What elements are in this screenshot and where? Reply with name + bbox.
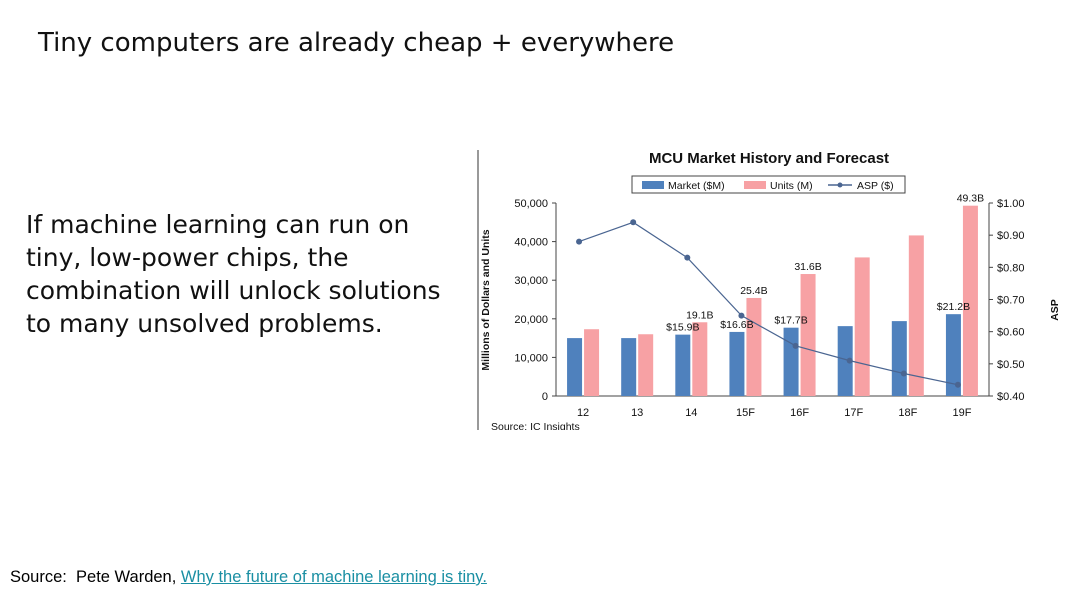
chart-bars bbox=[567, 205, 978, 396]
bar-units bbox=[638, 334, 654, 396]
x-tick-label: 18F bbox=[898, 407, 917, 419]
bar-units bbox=[746, 297, 762, 396]
body-text: If machine learning can run on tiny, low… bbox=[26, 210, 441, 338]
legend-label-market: Market ($M) bbox=[668, 180, 725, 192]
bar-market bbox=[783, 327, 799, 396]
bar-units-label: 19.1B bbox=[686, 309, 713, 321]
bar-units bbox=[800, 274, 816, 396]
legend-label-asp: ASP ($) bbox=[857, 180, 894, 192]
y2-tick-label: $0.40 bbox=[997, 391, 1025, 403]
bar-units bbox=[692, 322, 708, 396]
y2-tick-label: $0.50 bbox=[997, 359, 1025, 371]
y2-tick-label: $0.60 bbox=[997, 327, 1025, 339]
bar-market bbox=[621, 338, 637, 396]
bar-units-label: 25.4B bbox=[740, 285, 767, 297]
bar-market-label: $16.6B bbox=[720, 319, 753, 331]
chart-data-labels: $15.9B $16.6B $17.7B $21.2B 19.1B 25.4B 31.6B 4… bbox=[666, 193, 984, 334]
x-tick-label: 15F bbox=[736, 407, 755, 419]
y-tick-label: 10,000 bbox=[514, 352, 548, 364]
asp-point bbox=[684, 254, 691, 261]
asp-point bbox=[576, 238, 583, 245]
bar-market bbox=[729, 331, 745, 396]
bar-market bbox=[837, 326, 853, 396]
slide-title: Tiny computers are already cheap + every… bbox=[38, 28, 675, 58]
y2-tick-label: $1.00 bbox=[997, 198, 1025, 210]
legend-label-units: Units (M) bbox=[770, 180, 813, 192]
x-tick-label: 13 bbox=[631, 407, 643, 419]
bar-units-label: 49.3B bbox=[957, 193, 984, 205]
chart-asp-line bbox=[576, 219, 961, 388]
x-tick-label: 19F bbox=[952, 407, 971, 419]
legend-marker-asp bbox=[837, 182, 843, 188]
x-tick-label: 16F bbox=[790, 407, 809, 419]
y-axis-label: Millions of Dollars and Units bbox=[480, 229, 492, 370]
chart-source-note: Source: IC Insights bbox=[491, 421, 580, 430]
chart-title: MCU Market History and Forecast bbox=[649, 150, 889, 167]
y-tick-label: 40,000 bbox=[514, 237, 548, 249]
bar-market bbox=[675, 334, 691, 396]
y2-tick-label: $0.80 bbox=[997, 262, 1025, 274]
source-link[interactable]: Why the future of machine learning is ti… bbox=[180, 568, 487, 586]
bar-units bbox=[962, 205, 978, 396]
chart-svg: MCU Market History and Forecast Market (… bbox=[477, 150, 1061, 430]
y-tick-label: 0 bbox=[542, 391, 548, 403]
chart-legend: Market ($M) Units (M) ASP ($) bbox=[631, 175, 906, 194]
y-tick-label: 50,000 bbox=[514, 198, 548, 210]
legend-box bbox=[631, 175, 906, 194]
bar-market bbox=[567, 338, 583, 396]
y2-tick-label: $0.90 bbox=[997, 230, 1025, 242]
source-prefix: Source: Pete Warden, bbox=[10, 568, 181, 586]
x-tick-label: 17F bbox=[844, 407, 863, 419]
y-tick-label: 30,000 bbox=[514, 275, 548, 287]
asp-point bbox=[738, 312, 745, 319]
x-tick-label: 12 bbox=[577, 407, 589, 419]
mcu-chart: MCU Market History and Forecast Market (… bbox=[470, 140, 1070, 430]
bar-units-label: 31.6B bbox=[794, 261, 821, 273]
legend-swatch-units bbox=[744, 181, 766, 189]
y2-tick-label: $0.70 bbox=[997, 295, 1025, 307]
x-tick-label: 14 bbox=[685, 407, 697, 419]
bar-units bbox=[908, 235, 924, 396]
asp-point bbox=[954, 381, 961, 388]
bar-market bbox=[945, 314, 961, 396]
bar-units bbox=[584, 329, 600, 396]
asp-point bbox=[792, 342, 799, 349]
asp-point bbox=[900, 370, 907, 377]
asp-point bbox=[846, 357, 853, 364]
y-tick-label: 20,000 bbox=[514, 314, 548, 326]
bar-units bbox=[854, 257, 870, 396]
chart-axes: 0 10,000 20,000 30,000 40,000 50,000 $0.40 $0.5… bbox=[514, 198, 1024, 419]
asp-point bbox=[630, 219, 637, 226]
asp-line bbox=[578, 221, 959, 386]
bar-market-label: $17.7B bbox=[774, 315, 807, 327]
y2-axis-label: ASP bbox=[1049, 299, 1061, 321]
bar-market-label: $15.9B bbox=[666, 322, 699, 334]
legend-swatch-market bbox=[642, 181, 664, 189]
source-citation: Source: Pete Warden, Why the future of m… bbox=[10, 568, 487, 587]
bar-market bbox=[891, 321, 907, 396]
bar-market-label: $21.2B bbox=[937, 301, 970, 313]
